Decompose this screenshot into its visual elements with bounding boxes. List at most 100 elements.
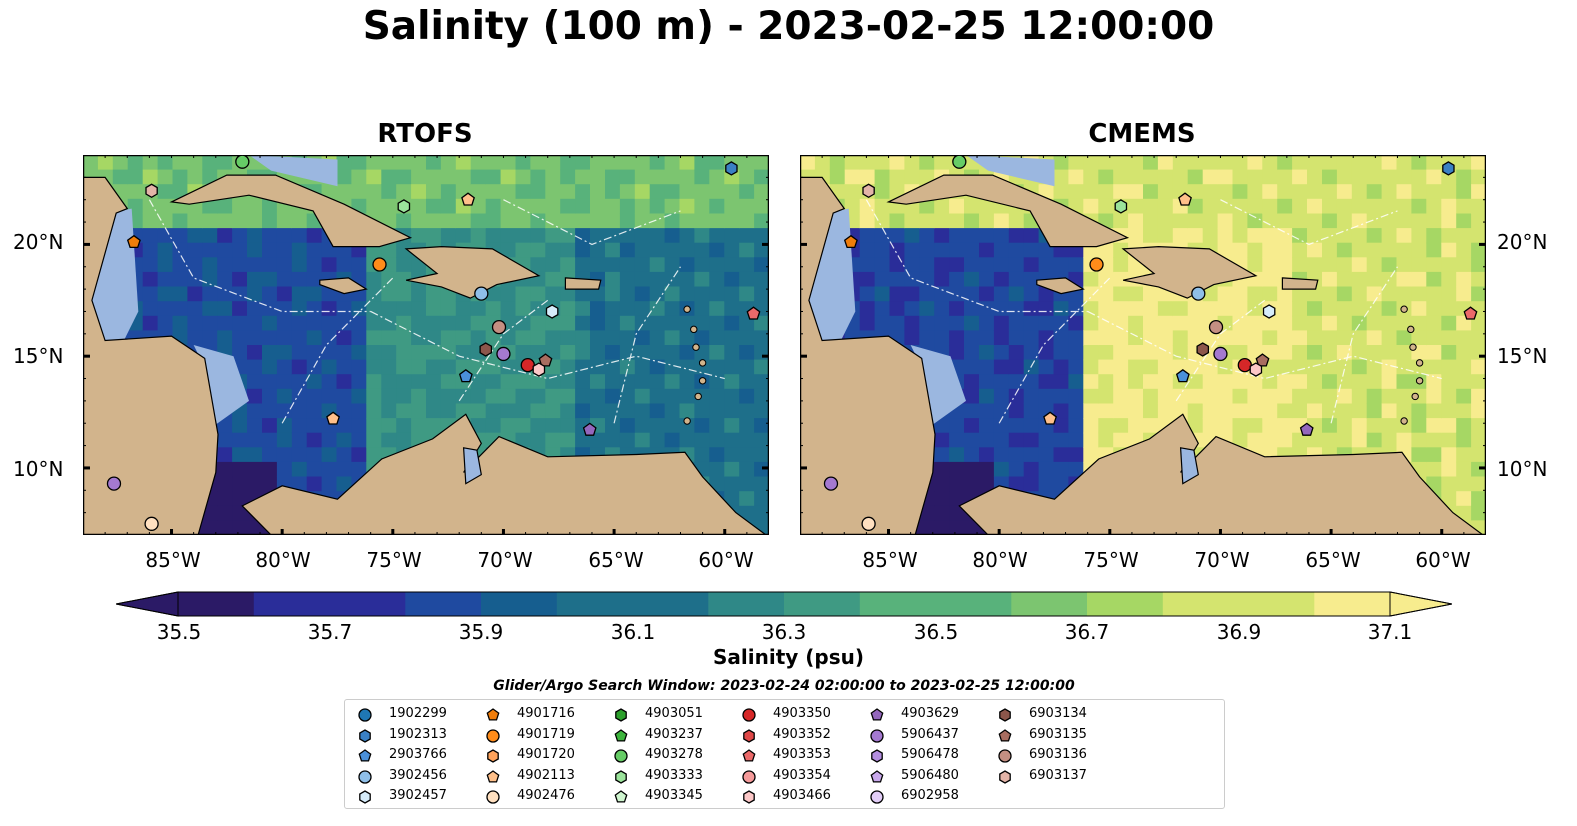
- legend-label: 4903466: [773, 788, 831, 803]
- colorbar-bin: [935, 592, 1012, 616]
- legend-marker-icon: [998, 749, 1012, 763]
- legend-marker-4903629: [870, 708, 884, 721]
- land-central-america: [83, 155, 219, 535]
- land-island: [692, 343, 700, 351]
- land-cuba: [169, 174, 413, 248]
- float-marker-4901719: [372, 257, 387, 272]
- colorbar-tick: 35.9: [458, 620, 504, 644]
- colorbar-tick: 36.9: [1216, 620, 1262, 644]
- shallow-shelf-bahamas: [249, 155, 338, 187]
- float-marker-6903137: [145, 183, 158, 199]
- land-island: [1415, 377, 1424, 385]
- legend-label: 4903333: [645, 767, 703, 783]
- legend-marker-2903766: [358, 749, 372, 762]
- shallow-shelf-bahamas: [966, 155, 1055, 187]
- map-frame: [83, 155, 769, 535]
- colorbar-bin: [329, 592, 406, 616]
- legend-label: 4903629: [901, 706, 959, 721]
- float-marker-5906437: [106, 476, 122, 491]
- land-island: [690, 325, 698, 334]
- map-panel-rtofs: [83, 155, 769, 535]
- land-jamaica: [319, 277, 368, 295]
- legend-marker-4903353: [742, 749, 756, 762]
- shallow-shelf-nicaragua: [193, 345, 249, 428]
- colorbar-bin: [481, 592, 558, 616]
- land-cuba: [886, 174, 1130, 248]
- float-marker-6903135: [538, 353, 553, 367]
- float-marker-4903278: [952, 155, 967, 169]
- lon-label-75w-rtofs: 75°W: [366, 548, 422, 572]
- colorbar-bin: [405, 592, 482, 616]
- lake-maracaibo: [1179, 447, 1199, 485]
- legend-marker-icon: [742, 769, 756, 784]
- legend-marker-4901720: [487, 749, 499, 763]
- land-island: [1407, 325, 1415, 334]
- float-marker-4903466: [1249, 362, 1263, 377]
- colorbar-bin: [1011, 592, 1088, 616]
- colorbar-tick: 37.1: [1367, 620, 1413, 644]
- legend-marker-icon: [870, 790, 884, 804]
- legend-marker-4903352: [743, 728, 755, 743]
- legend-label: 4903350: [773, 706, 831, 721]
- land-island: [698, 359, 707, 367]
- legend-marker-6903137: [999, 769, 1011, 784]
- float-marker-6903134: [479, 342, 493, 357]
- map-frame: [800, 155, 1486, 535]
- legend-marker-icon: [742, 708, 756, 722]
- legend-label: 4902476: [517, 788, 575, 803]
- legend-marker-4903350: [742, 708, 756, 722]
- legend-label: 4903278: [645, 747, 703, 762]
- legend-label: 5906480: [901, 767, 959, 783]
- legend-marker-icon: [486, 769, 500, 783]
- float-marker-6903137: [862, 183, 875, 199]
- legend-marker-icon: [359, 790, 371, 804]
- legend-marker-6903134: [999, 708, 1011, 722]
- legend-marker-icon: [486, 790, 500, 804]
- legend-marker-icon: [870, 728, 884, 743]
- panel-title-rtofs: RTOFS: [377, 119, 473, 149]
- legend-marker-6902958: [870, 790, 884, 804]
- lake-maracaibo: [462, 447, 482, 485]
- legend-label: 6903134: [1029, 706, 1087, 721]
- page-title: Salinity (100 m) - 2023-02-25 12:00:00: [362, 4, 1215, 49]
- colorbar-bin: [632, 592, 709, 616]
- land-island: [1415, 359, 1424, 367]
- float-marker-4902476: [144, 516, 159, 531]
- lat-label-20n-right: 20°N: [1497, 230, 1548, 254]
- legend-marker-icon: [615, 769, 627, 784]
- legend-marker-icon: [359, 728, 371, 743]
- legend-label: 4902113: [517, 767, 575, 783]
- float-marker-4903466: [532, 362, 546, 377]
- colorbar-tick: 36.3: [761, 620, 807, 644]
- legend-label: 4903051: [645, 706, 703, 721]
- float-marker-6903136: [1208, 319, 1224, 335]
- legend-label: 2903766: [389, 747, 447, 762]
- colorbar: [116, 591, 1452, 617]
- float-marker-4903353: [1463, 306, 1478, 320]
- legend-marker-icon: [358, 769, 372, 784]
- colorbar-bin: [178, 592, 255, 616]
- float-marker-4901716: [843, 234, 858, 249]
- legend-marker-icon: [870, 769, 884, 783]
- float-marker-5906437: [1213, 346, 1228, 362]
- map-panel-cmems: [800, 155, 1486, 535]
- colorbar-tick: 35.7: [307, 620, 353, 644]
- legend-marker-4903237: [614, 728, 628, 742]
- legend-marker-4903466: [743, 790, 755, 804]
- lat-label-10n-right: 10°N: [1497, 457, 1548, 481]
- land-central-america: [800, 155, 936, 535]
- legend-marker-1902313: [359, 728, 371, 743]
- land-island: [1400, 305, 1408, 313]
- colorbar-tick: 35.5: [156, 620, 202, 644]
- land-island: [698, 377, 707, 385]
- legend-marker-icon: [998, 728, 1012, 742]
- float-marker-4903278: [235, 155, 250, 169]
- shallow-shelf-nicaragua: [910, 345, 966, 428]
- legend-marker-icon: [742, 749, 756, 762]
- legend-label: 3902457: [389, 788, 447, 803]
- legend-label: 6903136: [1029, 747, 1087, 762]
- legend-marker-5906437: [870, 728, 884, 743]
- legend-label: 4903354: [773, 767, 831, 783]
- lon-label-70w-cmems: 70°W: [1194, 548, 1250, 572]
- float-marker-4902113: [326, 411, 340, 425]
